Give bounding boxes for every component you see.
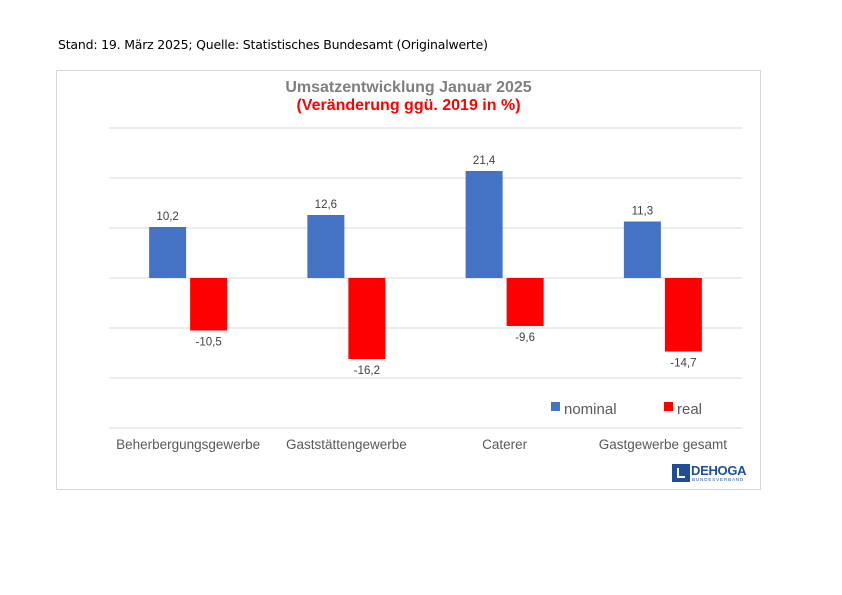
bar-real [190,278,228,331]
chart-title: Umsatzentwicklung Januar 2025 [285,79,532,96]
data-label-nominal: 12,6 [315,199,337,211]
category-label: Caterer [482,437,528,452]
bar-real [348,278,386,359]
data-label-nominal: 10,2 [156,211,178,223]
category-label: Beherbergungsgewerbe [116,437,260,452]
data-label-real: -14,7 [670,358,696,370]
legend-label-nominal: nominal [564,401,617,418]
data-label-real: -9,6 [515,332,535,344]
data-label-real: -16,2 [354,365,380,377]
legend-label-real: real [677,401,702,418]
dehoga-logo: DEHOGA BUNDESVERBAND [672,463,756,484]
bar-nominal [149,227,187,278]
chart-subtitle: (Veränderung ggü. 2019 in %) [296,97,521,114]
data-label-real: -10,5 [196,337,222,349]
legend-swatch-nominal [551,402,560,411]
bar-nominal [465,171,503,278]
bar-chart: 10,2 -10,5 Beherbergungsgewerbe 12,6 -16,2 Ga… [109,127,742,452]
legend-swatch-real [664,402,673,411]
logo-tagline: BUNDESVERBAND [692,477,745,482]
bar-real [506,278,544,326]
chart-area: Umsatzentwicklung Januar 2025 (Veränderu… [56,70,761,490]
bar-nominal [623,221,661,278]
data-label-nominal: 11,3 [632,206,654,218]
category-label: Gaststättengewerbe [286,437,407,452]
bar-nominal [307,215,345,278]
category-label: Gastgewerbe gesamt [599,437,728,452]
bar-real [664,278,702,352]
logo-name: DEHOGA [691,463,747,478]
source-note: Stand: 19. März 2025; Quelle: Statistisc… [58,37,488,52]
data-label-nominal: 21,4 [473,155,496,167]
dehoga-logo-icon [672,464,690,482]
